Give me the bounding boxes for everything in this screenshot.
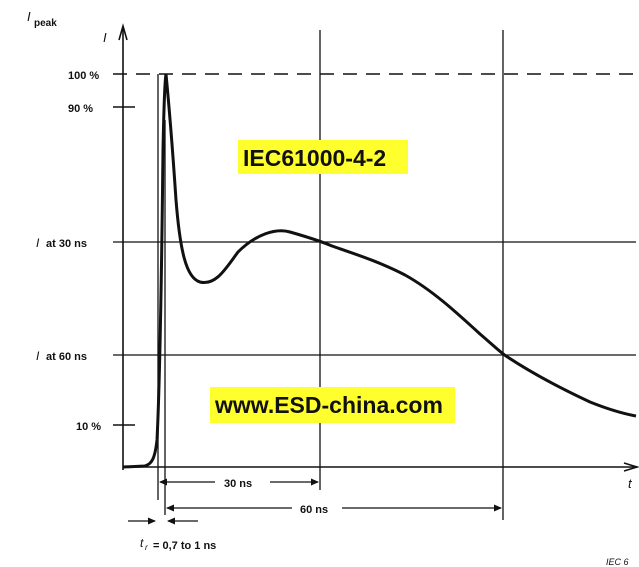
website-banner-bg (210, 387, 455, 423)
standard-banner-text: IEC61000-4-2 (243, 145, 386, 171)
x-axis-label: t (628, 476, 633, 491)
rise-time-label: = 0,7 to 1 ns (153, 540, 216, 552)
y-peak-label: I (27, 9, 31, 24)
level-100-label: 100 % (68, 70, 99, 82)
figure-ref: IEC 6 (606, 557, 629, 567)
dim-60ns-label: 60 ns (300, 504, 328, 516)
y-axis-label: I (103, 30, 107, 45)
x-axis-arrow-icon (623, 462, 639, 472)
y-axis-arrow-icon (118, 23, 128, 41)
website-banner-text: www.ESD-china.com (214, 392, 443, 418)
standard-banner-bg (238, 140, 408, 174)
rise-time-subscript: r (145, 543, 148, 552)
dim-30ns-label: 30 ns (224, 478, 252, 490)
level-60ns-prefix: I (36, 349, 40, 363)
level-60ns-label: at 60 ns (46, 351, 87, 363)
level-90-label: 90 % (68, 103, 93, 115)
discharge-current-curve (122, 73, 637, 469)
rise-time-symbol: t (140, 536, 144, 550)
level-30ns-label: at 30 ns (46, 238, 87, 250)
level-10-label: 10 % (76, 421, 101, 433)
y-peak-subscript: peak (34, 18, 57, 29)
level-30ns-prefix: I (36, 236, 40, 250)
